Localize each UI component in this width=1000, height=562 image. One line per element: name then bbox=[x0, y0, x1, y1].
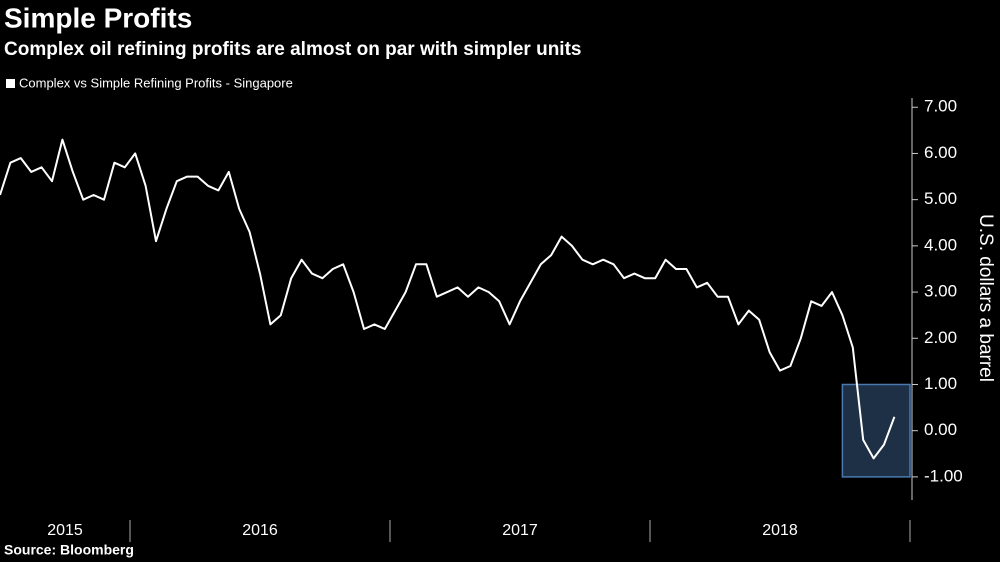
source: Source: Bloomberg bbox=[4, 542, 134, 558]
x-tick-label: 2017 bbox=[502, 522, 538, 539]
x-tick-label: 2016 bbox=[242, 522, 278, 539]
y-tick-label: 2.00 bbox=[924, 328, 957, 347]
chart-title: Simple Profits bbox=[4, 2, 192, 33]
x-tick-label: 2015 bbox=[47, 522, 83, 539]
y-tick-label: -1.00 bbox=[924, 466, 963, 485]
y-tick-label: 6.00 bbox=[924, 143, 957, 162]
y-tick-label: 7.00 bbox=[924, 97, 957, 116]
y-tick-label: 0.00 bbox=[924, 420, 957, 439]
legend-label: Complex vs Simple Refining Profits - Sin… bbox=[19, 75, 293, 90]
x-tick-label: 2018 bbox=[762, 522, 798, 539]
y-tick-label: 5.00 bbox=[924, 189, 957, 208]
highlight-box bbox=[841, 383, 911, 478]
chart-subtitle: Complex oil refining profits are almost … bbox=[4, 39, 581, 60]
y-axis-label: U.S. dollars a barrel bbox=[975, 214, 996, 382]
series-line bbox=[0, 138, 896, 460]
legend-swatch bbox=[6, 79, 15, 88]
y-tick-label: 1.00 bbox=[924, 374, 957, 393]
y-tick-label: 4.00 bbox=[924, 235, 957, 254]
y-tick-label: 3.00 bbox=[924, 282, 957, 301]
